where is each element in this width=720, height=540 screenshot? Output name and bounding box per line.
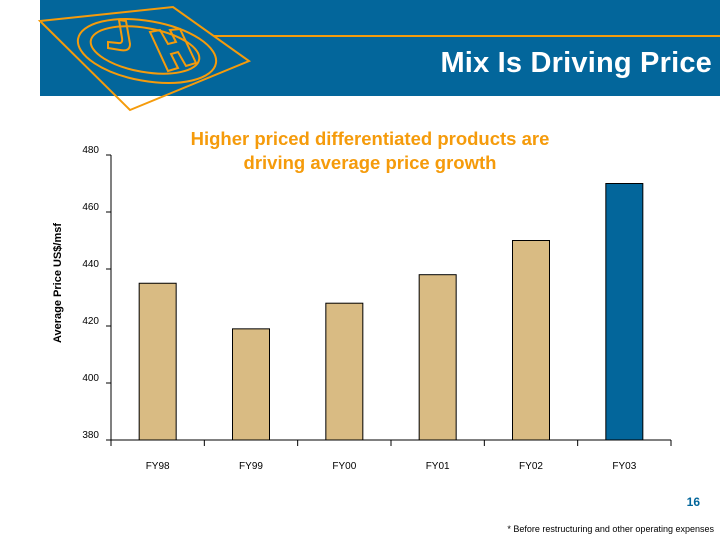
jh-logo-icon — [37, 5, 252, 112]
bar-fy00 — [325, 302, 364, 441]
y-tick-label: 480 — [82, 145, 99, 156]
page-number: 16 — [686, 495, 700, 509]
x-tick-label: FY02 — [519, 461, 543, 472]
chart-title-line-2: driving average price growth — [243, 152, 497, 173]
y-tick-label: 380 — [82, 430, 99, 441]
y-tick-label: 420 — [82, 316, 99, 327]
bar-fy99 — [232, 328, 270, 441]
x-tick-label: FY03 — [612, 461, 636, 472]
chart-title-line-1: Higher priced differentiated products ar… — [190, 128, 550, 149]
x-tick-label: FY98 — [146, 461, 170, 472]
y-tick-label: 440 — [82, 259, 99, 270]
title-banner — [40, 0, 720, 96]
x-tick-label: FY00 — [332, 461, 356, 472]
y-tick-label: 400 — [82, 373, 99, 384]
bar-fy98 — [138, 282, 177, 441]
slide-title: Mix Is Driving Price — [440, 47, 712, 79]
banner-accent-line — [214, 35, 720, 37]
footnote: * Before restructuring and other operati… — [507, 524, 714, 534]
x-tick-label: FY01 — [426, 461, 450, 472]
bar-fy03 — [605, 183, 644, 441]
bar-fy01 — [418, 274, 457, 441]
bar-fy02 — [512, 240, 550, 441]
y-tick-label: 460 — [82, 202, 99, 213]
chart-title: Higher priced differentiated products ar… — [140, 127, 600, 175]
x-tick-label: FY99 — [239, 461, 263, 472]
